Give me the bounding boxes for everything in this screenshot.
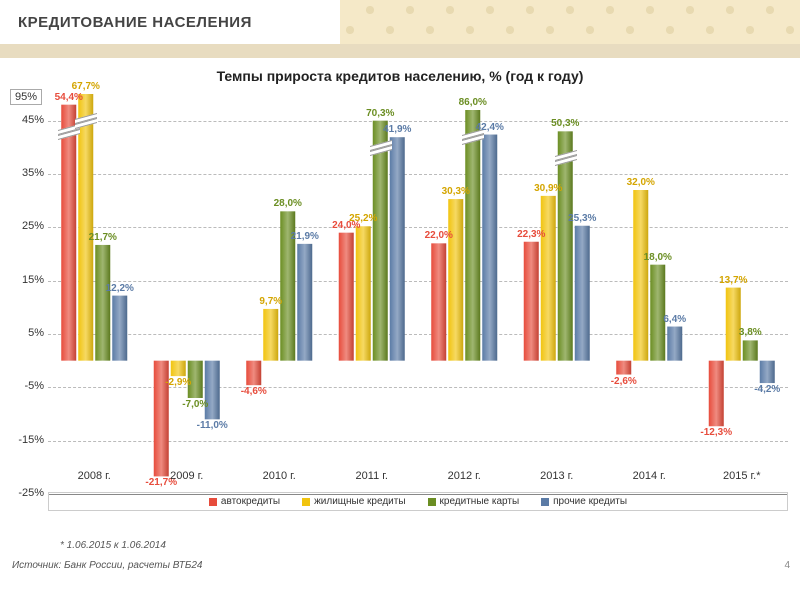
slide-number: 4 — [784, 560, 790, 571]
bar — [524, 242, 539, 361]
bar — [667, 327, 682, 361]
x-axis-label: 2009 г. — [141, 470, 234, 482]
chart-title: Темпы прироста кредитов населению, % (го… — [0, 68, 800, 84]
bar — [390, 137, 405, 360]
bar — [541, 196, 556, 361]
axis-break-mark — [555, 153, 577, 163]
bar — [743, 340, 758, 360]
bar-value-label: 6,4% — [663, 315, 686, 325]
bar-value-label: 21,9% — [291, 232, 319, 242]
source-text: Источник: Банк России, расчеты ВТБ24 — [12, 560, 203, 571]
legend-swatch — [428, 498, 436, 506]
bar — [616, 361, 631, 375]
bar — [112, 296, 127, 361]
bar-value-label: 3,8% — [739, 328, 762, 338]
axis-break-mark — [462, 132, 484, 142]
axis-break-mark — [75, 116, 97, 126]
bar-value-label: 70,3% — [366, 109, 394, 119]
bar-value-label: 9,7% — [259, 297, 282, 307]
x-axis-label: 2008 г. — [48, 470, 141, 482]
bar-value-label: 25,2% — [349, 214, 377, 224]
bar — [558, 131, 573, 360]
bar-value-label: -7,0% — [182, 400, 208, 410]
page-title: КРЕДИТОВАНИЕ НАСЕЛЕНИЯ — [18, 14, 252, 31]
bar — [297, 244, 312, 361]
x-axis-label: 2011 г. — [326, 470, 419, 482]
header-band: КРЕДИТОВАНИЕ НАСЕЛЕНИЯ — [0, 0, 800, 58]
bar-value-label: 32,0% — [627, 178, 655, 188]
bar — [448, 199, 463, 361]
bar — [205, 361, 220, 420]
bar — [709, 361, 724, 427]
legend-label: прочие кредиты — [553, 496, 627, 507]
x-axis-labels: 2008 г.2009 г.2010 г.2011 г.2012 г.2013 … — [48, 470, 788, 482]
legend-swatch — [209, 498, 217, 506]
bar-value-label: -2,6% — [611, 377, 637, 387]
bar-value-label: 30,9% — [534, 184, 562, 194]
legend-item: прочие кредиты — [541, 496, 627, 507]
bar — [726, 288, 741, 361]
x-axis-label: 2012 г. — [418, 470, 511, 482]
bar-value-label: 54,4% — [55, 93, 83, 103]
bar — [760, 361, 775, 383]
bar — [78, 94, 93, 361]
legend-item: кредитные карты — [428, 496, 520, 507]
bar — [171, 361, 186, 376]
bar — [246, 361, 261, 386]
bar — [633, 190, 648, 361]
bar — [95, 245, 110, 361]
bar-value-label: 22,3% — [517, 230, 545, 240]
bar — [431, 243, 446, 360]
bar-value-label: -11,0% — [197, 421, 228, 431]
bar-value-label: 13,7% — [719, 276, 747, 286]
legend-swatch — [302, 498, 310, 506]
bar-value-label: 50,3% — [551, 119, 579, 129]
x-axis-label: 2010 г. — [233, 470, 326, 482]
legend: автокредиты жилищные кредиты кредитные кар… — [48, 492, 788, 511]
legend-label: жилищные кредиты — [314, 496, 405, 507]
legend-label: автокредиты — [221, 496, 280, 507]
bar-value-label: 67,7% — [72, 82, 100, 92]
bar-value-label: 86,0% — [459, 98, 487, 108]
x-axis-label: 2013 г. — [511, 470, 604, 482]
x-axis-label: 2015 г.* — [696, 470, 789, 482]
bar — [356, 226, 371, 360]
beige-bar — [0, 44, 800, 58]
bar — [482, 135, 497, 361]
bar-value-label: 12,2% — [106, 284, 134, 294]
x-axis-label: 2014 г. — [603, 470, 696, 482]
bar-value-label: -12,3% — [700, 428, 732, 438]
bar-value-label: 28,0% — [274, 199, 302, 209]
bar-value-label: 30,3% — [442, 187, 470, 197]
bar — [339, 233, 354, 361]
axis-break-label: 95% — [10, 89, 42, 105]
bar — [61, 105, 76, 361]
bar-value-label: 25,3% — [568, 214, 596, 224]
bar — [465, 110, 480, 361]
legend-item: жилищные кредиты — [302, 496, 405, 507]
axis-break-mark — [370, 143, 392, 153]
bar-value-label: 18,0% — [644, 253, 672, 263]
legend-label: кредитные карты — [440, 496, 520, 507]
title-bar: КРЕДИТОВАНИЕ НАСЕЛЕНИЯ — [0, 0, 340, 44]
bar-value-label: 42,4% — [476, 123, 504, 133]
bar — [263, 309, 278, 361]
revenue-chart: 95% -25%-15%-5%5%15%25%35%45%54,4%-21,7%… — [48, 94, 788, 494]
bar-value-label: -4,2% — [754, 385, 780, 395]
bar-value-label: 41,9% — [383, 125, 411, 135]
bar-value-label: 22,0% — [425, 231, 453, 241]
legend-item: автокредиты — [209, 496, 280, 507]
bar — [575, 226, 590, 361]
bar-value-label: -2,9% — [165, 378, 191, 388]
legend-swatch — [541, 498, 549, 506]
bar-value-label: 21,7% — [89, 233, 117, 243]
footnote: * 1.06.2015 к 1.06.2014 — [60, 540, 166, 551]
bar-value-label: -4,6% — [241, 387, 267, 397]
bar — [373, 121, 388, 361]
